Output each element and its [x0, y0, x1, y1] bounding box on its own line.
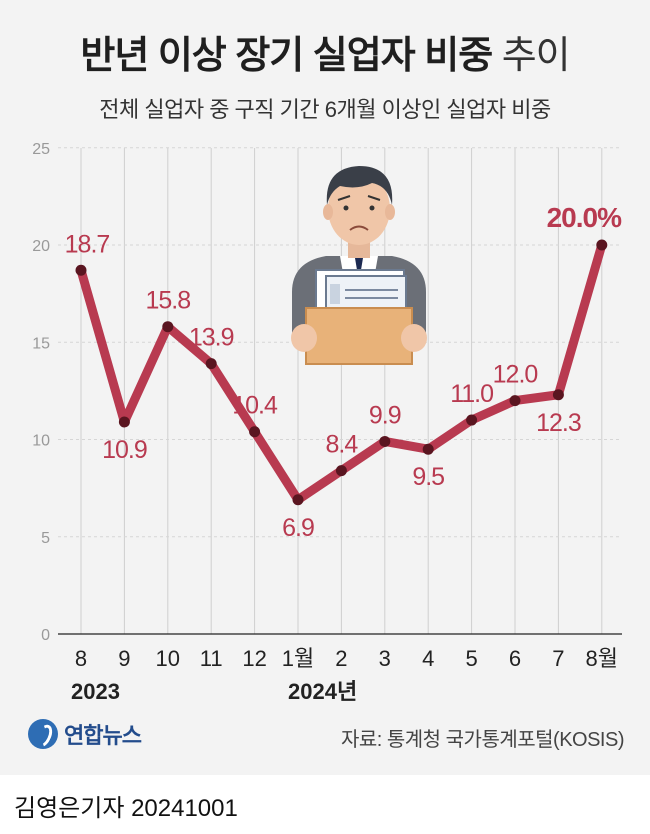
data-label: 11.0 — [450, 380, 493, 408]
data-label: 6.9 — [282, 514, 314, 542]
data-label: 10.9 — [102, 436, 147, 464]
data-label: 20.0% — [547, 202, 622, 233]
graphic-panel — [0, 0, 650, 775]
x-tick-label: 1월 — [282, 646, 314, 671]
x-tick-label: 7 — [552, 646, 564, 671]
data-label: 13.9 — [189, 324, 234, 352]
x-tick-label: 4 — [422, 646, 434, 671]
source-note: 자료: 통계청 국가통계포털(KOSIS) — [340, 729, 625, 751]
chart-title-light: 추이 — [501, 35, 571, 77]
data-point — [249, 426, 261, 438]
x-tick-label: 12 — [242, 646, 266, 671]
data-point — [379, 435, 391, 447]
data-label: 10.4 — [232, 392, 278, 420]
byline: 김영은기자 20241001 — [14, 795, 238, 822]
data-point — [422, 443, 434, 455]
y-tick-label: 25 — [32, 141, 50, 158]
chart-title-bold: 반년 이상 장기 실업자 비중 — [80, 35, 493, 77]
chart-title: 반년 이상 장기 실업자 비중 추이 — [0, 24, 650, 79]
data-label: 8.4 — [326, 431, 359, 459]
chart-subtitle: 전체 실업자 중 구직 기간 6개월 이상인 실업자 비중 — [99, 97, 551, 122]
data-point — [292, 494, 304, 506]
x-tick-label: 8 — [75, 646, 87, 671]
data-point — [509, 395, 521, 407]
data-point — [552, 389, 564, 401]
x-tick-label: 8월 — [586, 646, 618, 671]
y-tick-label: 0 — [41, 627, 50, 644]
value-labels: 18.7 10.9 15.8 13.9 10.4 6.9 8.4 9.9 9.5 11.012.0… — [65, 202, 623, 542]
x-tick-label: 10 — [156, 646, 180, 671]
grid-lines — [58, 147, 622, 635]
data-label: 15.8 — [145, 287, 190, 315]
y-tick-label: 5 — [41, 530, 50, 547]
data-point — [335, 465, 347, 477]
data-point — [596, 239, 608, 251]
x-tick-label: 2 — [335, 646, 347, 671]
year-label: 2024년 — [288, 679, 357, 704]
y-tick-labels: 0 5 10 15 20 25 — [32, 141, 50, 644]
x-tick-label: 3 — [379, 646, 391, 671]
data-label: 9.9 — [369, 401, 401, 429]
x-tick-label: 5 — [465, 646, 477, 671]
yonhap-logo: 연합뉴스 — [28, 718, 142, 750]
y-tick-label: 15 — [32, 335, 50, 352]
data-label: 12.3 — [536, 409, 581, 437]
x-tick-label: 11 — [200, 646, 223, 671]
data-point — [205, 358, 217, 370]
worker-illustration — [291, 166, 427, 365]
x-tick-labels: 8 9 10 11 12 1월 2 3 4 5 6 7 8월 — [75, 646, 618, 671]
data-point — [466, 414, 478, 426]
x-tick-label: 9 — [118, 646, 130, 671]
data-label: 12.0 — [493, 361, 538, 389]
data-point — [162, 321, 174, 333]
data-point — [75, 264, 87, 276]
logo-text: 연합뉴스 — [64, 723, 142, 748]
year-labels: 2023 2024년 — [71, 679, 357, 704]
year-label: 2023 — [71, 679, 120, 704]
yonhap-logo-icon — [28, 719, 58, 749]
x-tick-label: 6 — [509, 646, 521, 671]
data-markers — [75, 239, 608, 506]
data-label: 18.7 — [65, 230, 110, 258]
y-tick-label: 10 — [32, 433, 50, 450]
data-point — [118, 416, 130, 428]
y-tick-label: 20 — [32, 238, 50, 255]
data-label: 9.5 — [412, 463, 444, 491]
